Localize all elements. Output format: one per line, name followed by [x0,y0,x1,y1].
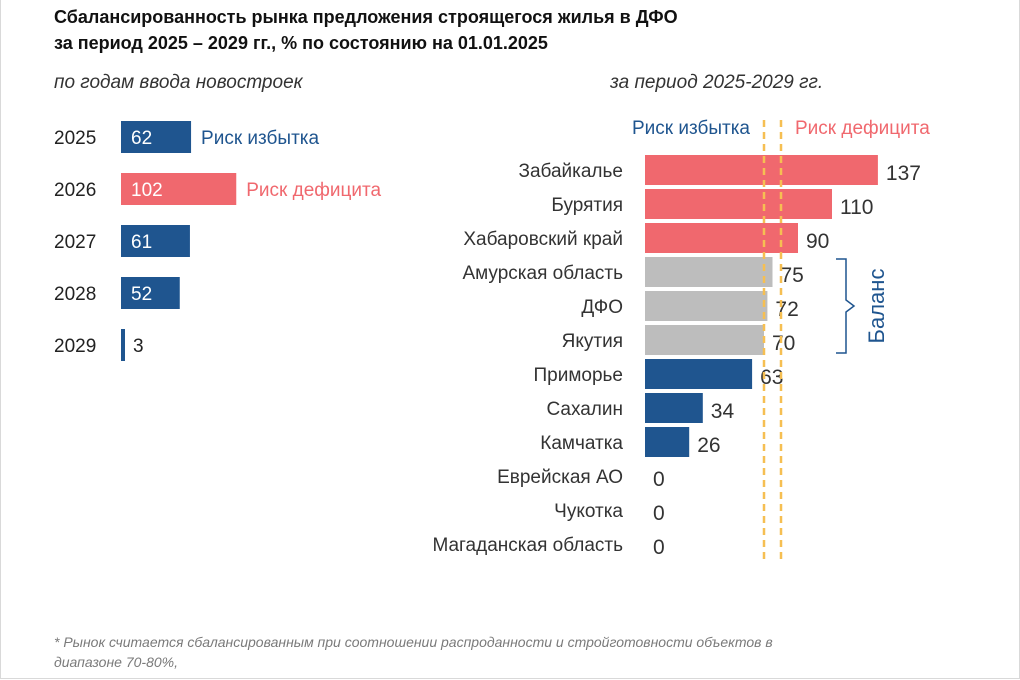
chart-title: Сбалансированность рынка предложения стр… [54,4,954,56]
region-bar-value: 110 [840,196,873,219]
region-bar-value: 0 [653,536,665,559]
region-label: Сахалин [546,399,623,420]
region-bar-value: 34 [711,400,735,423]
region-bar-value: 70 [772,332,795,355]
year-bar-value: 102 [131,180,163,201]
title-line-2: за период 2025 – 2029 гг., % по состояни… [54,33,548,53]
region-bar-value: 63 [760,366,783,389]
region-bar [645,427,690,457]
threshold-label-left: Риск избытка [632,118,750,139]
year-bar-value: 3 [133,336,144,357]
region-label: Забайкалье [518,161,623,182]
region-bar [645,393,703,423]
year-annotation: Риск избытка [201,128,319,149]
region-bar-value: 75 [781,264,804,287]
region-bar-value: 0 [653,502,665,525]
title-line-1: Сбалансированность рынка предложения стр… [54,7,678,27]
region-label: Амурская область [462,263,623,284]
region-bar [645,257,773,287]
year-label: 2025 [54,128,96,149]
balance-label: Баланс [864,269,889,344]
year-bar [121,225,190,257]
footnote-line-1: * Рынок считается сбалансированным при с… [54,634,773,650]
region-bar [645,359,753,389]
year-bar-value: 61 [131,232,152,253]
region-label: Камчатка [540,433,623,454]
year-bar [121,329,125,361]
footnote-line-2: диапазоне 70-80%, [54,654,178,670]
region-bar [645,223,798,253]
year-label: 2027 [54,232,96,253]
region-bar [645,325,764,355]
year-bar [121,173,237,205]
region-bar [645,189,832,219]
left-chart-subtitle: по годам ввода новостроек [54,72,303,93]
balance-bracket [836,258,856,354]
year-label: 2028 [54,284,96,305]
year-bar [121,121,192,153]
region-label: Бурятия [551,195,623,216]
year-label: 2029 [54,336,96,357]
region-label: Магаданская область [432,535,623,556]
right-chart-subtitle: за период 2025-2029 гг. [610,72,824,93]
threshold-label-right: Риск дефицита [795,118,930,139]
year-bar-value: 62 [131,128,152,149]
year-annotation: Риск дефицита [246,180,381,201]
region-label: ДФО [581,297,623,318]
region-bar [645,291,768,321]
region-label: Приморье [534,365,624,386]
footnote: * Рынок считается сбалансированным при с… [54,632,954,672]
region-label: Еврейская АО [497,467,623,488]
region-label: Якутия [562,331,623,352]
year-bar-value: 52 [131,284,152,305]
region-bar-value: 0 [653,468,665,491]
region-label: Хабаровский край [463,229,623,250]
region-bar-value: 72 [775,298,798,321]
region-label: Чукотка [554,501,623,522]
region-bar-value: 90 [806,230,829,253]
year-bar [121,277,180,309]
year-label: 2026 [54,180,96,201]
region-bar-value: 26 [697,434,720,457]
region-bar-value: 137 [886,162,921,185]
region-bar [645,155,878,185]
